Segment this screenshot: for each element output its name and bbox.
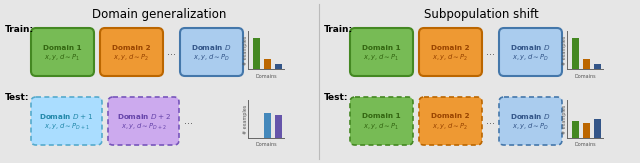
Text: ...: ... xyxy=(486,116,495,126)
Text: Train:: Train: xyxy=(5,24,34,34)
Text: ...: ... xyxy=(167,47,176,57)
FancyBboxPatch shape xyxy=(419,28,482,76)
FancyBboxPatch shape xyxy=(180,28,243,76)
Text: Domain 1: Domain 1 xyxy=(362,44,401,51)
Text: Domain 2: Domain 2 xyxy=(431,113,470,119)
FancyBboxPatch shape xyxy=(100,28,163,76)
Text: $x, y, d \sim P_1$: $x, y, d \sim P_1$ xyxy=(364,52,399,63)
Text: ...: ... xyxy=(184,116,193,126)
Text: $x, y, d \sim P_1$: $x, y, d \sim P_1$ xyxy=(364,121,399,132)
Text: # examples: # examples xyxy=(243,35,248,65)
Text: Domain $D+1$: Domain $D+1$ xyxy=(40,112,93,121)
Text: Domains: Domains xyxy=(255,74,277,79)
Bar xyxy=(594,119,601,138)
Text: Domain $D$: Domain $D$ xyxy=(510,112,551,121)
Text: Subpopulation shift: Subpopulation shift xyxy=(424,8,538,21)
Text: # examples: # examples xyxy=(562,104,567,134)
Text: $x, y, d \sim P_2$: $x, y, d \sim P_2$ xyxy=(433,121,468,132)
FancyBboxPatch shape xyxy=(499,28,562,76)
Text: $x, y, d \sim P_1$: $x, y, d \sim P_1$ xyxy=(44,52,81,63)
Text: Domain 2: Domain 2 xyxy=(112,44,151,51)
Bar xyxy=(275,64,282,69)
Text: Domain $D+2$: Domain $D+2$ xyxy=(116,112,170,121)
FancyBboxPatch shape xyxy=(31,97,102,145)
FancyBboxPatch shape xyxy=(350,28,413,76)
Text: $x, y, d \sim P_2$: $x, y, d \sim P_2$ xyxy=(433,52,468,63)
Text: Domain 1: Domain 1 xyxy=(43,44,82,51)
FancyBboxPatch shape xyxy=(31,28,94,76)
Bar xyxy=(594,64,601,69)
Bar xyxy=(583,123,590,138)
Text: Test:: Test: xyxy=(5,94,29,103)
Text: Domain $D$: Domain $D$ xyxy=(191,43,232,52)
Bar xyxy=(275,115,282,138)
Text: # examples: # examples xyxy=(243,104,248,134)
Text: Domains: Domains xyxy=(574,142,596,148)
Text: $x, y, d \sim P_2$: $x, y, d \sim P_2$ xyxy=(113,52,150,63)
Text: Domain generalization: Domain generalization xyxy=(92,8,226,21)
FancyBboxPatch shape xyxy=(108,97,179,145)
Text: Domain 2: Domain 2 xyxy=(431,44,470,51)
Text: Domain $D$: Domain $D$ xyxy=(510,43,551,52)
Bar xyxy=(572,120,579,138)
Bar xyxy=(264,59,271,69)
Text: $x, y, d \sim P_D$: $x, y, d \sim P_D$ xyxy=(193,52,230,63)
Text: Test:: Test: xyxy=(324,94,349,103)
FancyBboxPatch shape xyxy=(419,97,482,145)
Bar xyxy=(253,38,260,69)
Bar xyxy=(572,38,579,69)
Text: $x, y, d \sim P_{D+2}$: $x, y, d \sim P_{D+2}$ xyxy=(121,121,166,132)
Text: ...: ... xyxy=(486,47,495,57)
Text: $x, y, d \sim P_D$: $x, y, d \sim P_D$ xyxy=(512,52,549,63)
Text: Train:: Train: xyxy=(324,24,353,34)
Text: Domains: Domains xyxy=(255,142,277,148)
Text: # examples: # examples xyxy=(562,35,567,65)
Text: $x, y, d \sim P_{D+1}$: $x, y, d \sim P_{D+1}$ xyxy=(44,121,90,132)
Text: Domains: Domains xyxy=(574,74,596,79)
Bar xyxy=(264,113,271,138)
Text: Domain 1: Domain 1 xyxy=(362,113,401,119)
Bar xyxy=(583,59,590,69)
Text: $x, y, d \sim P_D$: $x, y, d \sim P_D$ xyxy=(512,121,549,132)
FancyBboxPatch shape xyxy=(499,97,562,145)
FancyBboxPatch shape xyxy=(350,97,413,145)
